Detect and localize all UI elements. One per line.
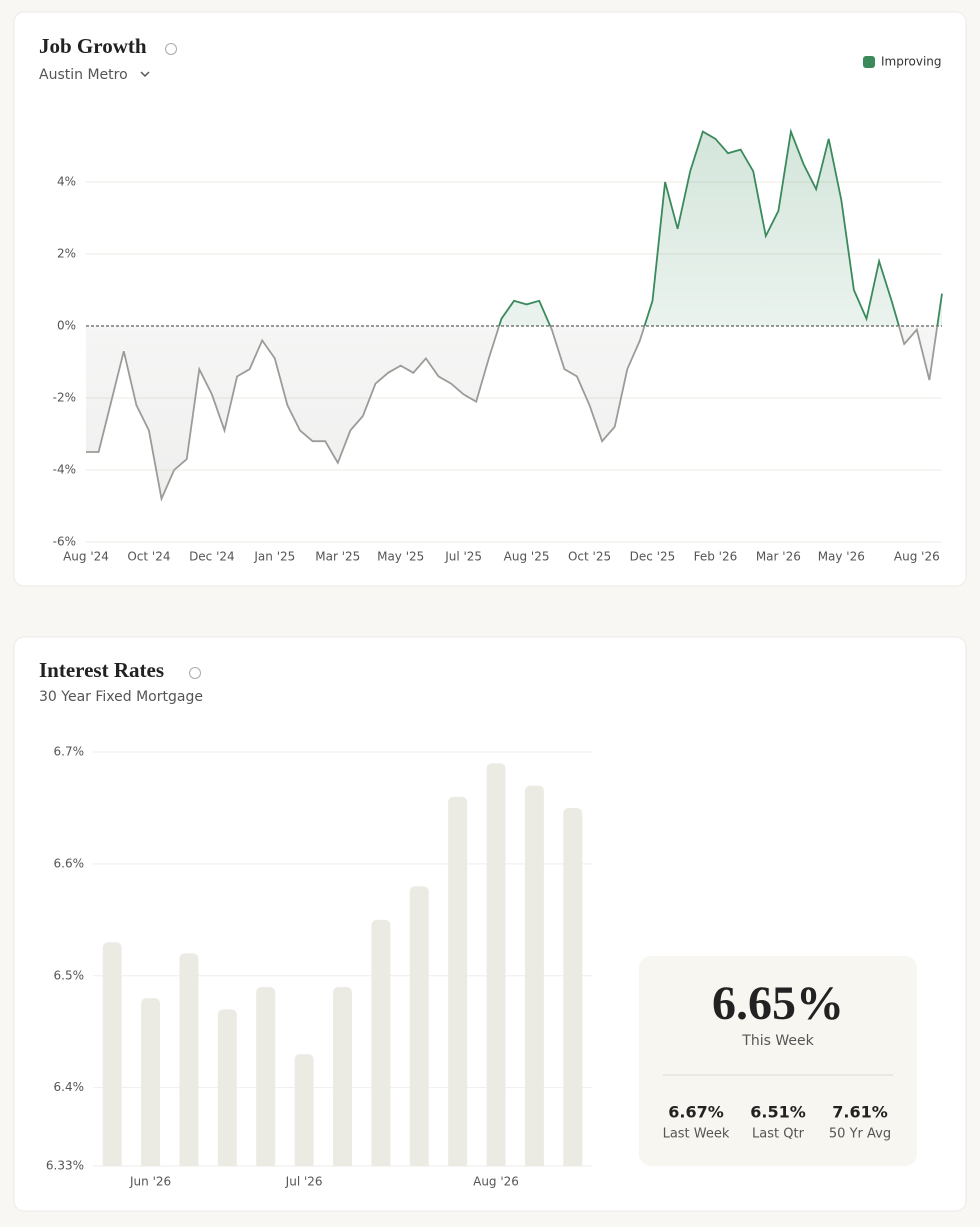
y-tick-label: 2%	[57, 247, 76, 261]
stat-label: Last Qtr	[752, 1127, 805, 1142]
x-tick-label: Mar '26	[756, 550, 801, 564]
bar	[217, 1009, 237, 1166]
bar	[448, 796, 468, 1166]
current-label: This Week	[741, 1033, 814, 1049]
x-tick-label: Aug '25	[504, 550, 550, 564]
info-icon[interactable]	[165, 43, 177, 55]
x-tick-label: Oct '24	[127, 550, 170, 564]
x-tick-label: Jan '25	[253, 550, 295, 564]
dropdown-icon[interactable]	[140, 71, 150, 78]
y-tick-label: 6.4%	[54, 1080, 85, 1094]
line-negative	[86, 326, 939, 502]
info-icon[interactable]	[189, 667, 201, 679]
stat-card	[639, 956, 917, 1166]
bar	[371, 919, 391, 1166]
legend-swatch	[863, 56, 875, 68]
bar	[333, 986, 352, 1166]
bar	[179, 953, 199, 1166]
y-tick-label: 4%	[57, 175, 76, 189]
x-tick-label: Mar '25	[315, 550, 360, 564]
y-tick-label: 0%	[57, 319, 76, 333]
y-tick-label: -2%	[53, 391, 76, 405]
bar	[486, 763, 506, 1166]
stat-value: 6.51%	[750, 1103, 806, 1122]
line-positive	[498, 128, 943, 326]
bar	[409, 886, 429, 1166]
chart-title: Job Growth	[39, 34, 147, 58]
x-tick-label: Oct '25	[568, 550, 611, 564]
x-tick-label: May '26	[818, 550, 865, 564]
x-tick-label: Jul '26	[285, 1175, 323, 1189]
legend-label: Improving	[881, 55, 942, 69]
x-tick-label: Aug '24	[63, 550, 109, 564]
x-tick-label: Dec '25	[630, 550, 676, 564]
y-tick-label: 6.5%	[54, 968, 85, 982]
y-tick-label: 6.6%	[54, 856, 85, 870]
y-tick-label: -4%	[53, 463, 76, 477]
area-positive	[86, 131, 942, 326]
x-tick-label: Feb '26	[694, 550, 738, 564]
x-tick-label: Jul '25	[444, 550, 482, 564]
bar	[294, 1054, 314, 1166]
bar	[102, 942, 122, 1166]
stat-value: 6.67%	[668, 1103, 724, 1122]
area-negative	[86, 326, 942, 499]
bar	[256, 986, 276, 1166]
bar	[563, 807, 583, 1166]
bar	[524, 785, 544, 1166]
region-select[interactable]: Austin Metro	[39, 67, 128, 83]
bar	[141, 998, 161, 1166]
chart-subtitle: 30 Year Fixed Mortgage	[39, 689, 203, 705]
stat-label: 50 Yr Avg	[829, 1127, 891, 1142]
y-tick-label: 6.33%	[46, 1159, 84, 1173]
x-tick-label: Jun '26	[129, 1175, 171, 1189]
y-tick-label: -6%	[53, 535, 76, 549]
x-tick-label: Dec '24	[189, 550, 235, 564]
x-tick-label: Aug '26	[473, 1175, 519, 1189]
chart-title: Interest Rates	[39, 658, 164, 682]
stat-label: Last Week	[663, 1127, 730, 1142]
x-tick-label: May '25	[377, 550, 424, 564]
y-tick-label: 6.7%	[54, 745, 85, 759]
x-tick-label: Aug '26	[894, 550, 940, 564]
stat-value: 7.61%	[832, 1103, 888, 1122]
current-rate: 6.65%	[712, 977, 844, 1030]
